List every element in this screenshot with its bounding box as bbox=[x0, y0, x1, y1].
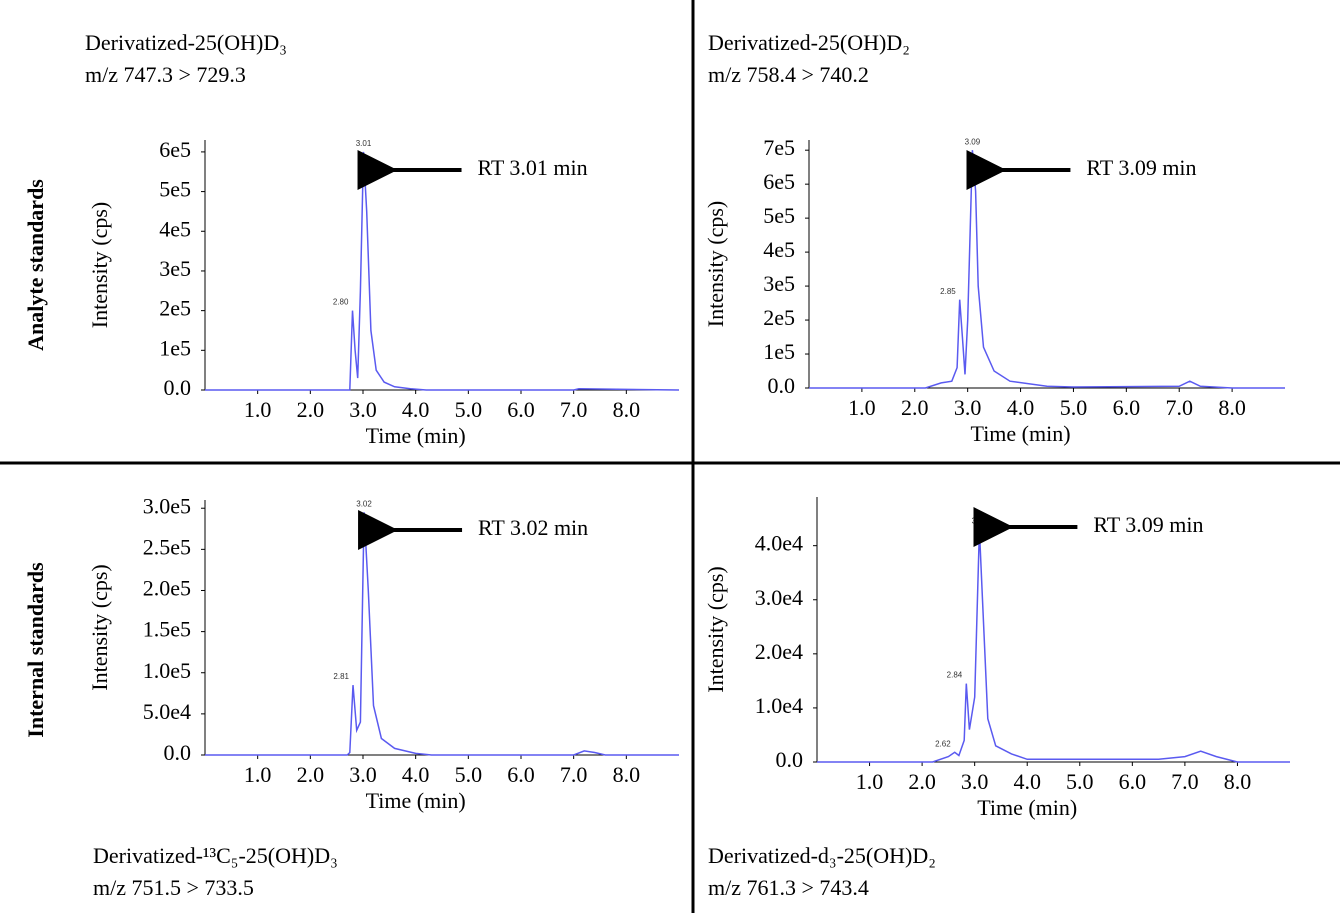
y-tick-label: 1e5 bbox=[159, 335, 191, 360]
peak-label: 2.84 bbox=[947, 671, 963, 680]
y-tick-label: 2.0e4 bbox=[755, 639, 803, 664]
x-tick-label: 7.0 bbox=[1165, 395, 1193, 420]
y-tick-label: 4.0e4 bbox=[755, 531, 803, 556]
x-tick-label: 8.0 bbox=[1224, 769, 1252, 794]
x-tick-label: 4.0 bbox=[1007, 395, 1035, 420]
y-tick-label: 2e5 bbox=[159, 296, 191, 321]
x-axis-label: Time (min) bbox=[366, 788, 466, 813]
y-tick-label: 0.0 bbox=[768, 373, 796, 398]
peak-label: 3.01 bbox=[356, 139, 372, 148]
x-tick-label: 7.0 bbox=[1171, 769, 1199, 794]
panel-title: Derivatized-25(OH)D₂ bbox=[708, 30, 910, 55]
x-tick-label: 7.0 bbox=[560, 762, 588, 787]
peak-label: 3.02 bbox=[356, 499, 372, 508]
x-tick-label: 8.0 bbox=[1218, 395, 1246, 420]
y-tick-label: 3.0e4 bbox=[755, 585, 803, 610]
panel-title: Derivatized-25(OH)D₃ bbox=[85, 30, 287, 55]
panel-title: Derivatized-¹³C₅-25(OH)D₃ bbox=[93, 843, 338, 868]
x-axis-label: Time (min) bbox=[971, 421, 1071, 446]
panel-title: Derivatized-d₃-25(OH)D₂ bbox=[708, 843, 936, 868]
peak-label: 3.09 bbox=[972, 517, 988, 526]
chromatogram-line bbox=[205, 151, 680, 391]
x-tick-label: 1.0 bbox=[856, 769, 884, 794]
y-axis-label: Intensity (cps) bbox=[703, 566, 728, 692]
y-tick-label: 3e5 bbox=[763, 271, 795, 296]
y-tick-label: 1.5e5 bbox=[143, 617, 191, 642]
x-tick-label: 6.0 bbox=[1119, 769, 1147, 794]
x-tick-label: 8.0 bbox=[613, 762, 641, 787]
y-tick-label: 1.0e5 bbox=[143, 658, 191, 683]
peak-label: 2.80 bbox=[333, 298, 349, 307]
y-axis-label: Intensity (cps) bbox=[87, 202, 112, 328]
x-tick-label: 5.0 bbox=[1060, 395, 1088, 420]
x-tick-label: 1.0 bbox=[848, 395, 876, 420]
y-tick-label: 2.5e5 bbox=[143, 534, 191, 559]
x-tick-label: 1.0 bbox=[244, 762, 272, 787]
peak-label: 2.81 bbox=[333, 672, 349, 681]
y-tick-label: 4e5 bbox=[159, 216, 191, 241]
y-tick-label: 4e5 bbox=[763, 237, 795, 262]
y-tick-label: 3.0e5 bbox=[143, 493, 191, 518]
y-tick-label: 1.0e4 bbox=[755, 693, 803, 718]
peak-label: 2.85 bbox=[940, 287, 956, 296]
panel-subtitle: m/z 761.3 > 743.4 bbox=[708, 875, 869, 900]
chromatogram-line bbox=[809, 150, 1285, 389]
chromatogram-line bbox=[205, 512, 679, 756]
x-tick-label: 3.0 bbox=[349, 762, 377, 787]
chromatogram-line bbox=[817, 529, 1290, 763]
x-tick-label: 2.0 bbox=[908, 769, 936, 794]
y-tick-label: 5.0e4 bbox=[143, 699, 191, 724]
y-tick-label: 5e5 bbox=[763, 203, 795, 228]
peak-label: 3.09 bbox=[965, 137, 981, 146]
x-tick-label: 2.0 bbox=[297, 762, 325, 787]
x-tick-label: 3.0 bbox=[954, 395, 982, 420]
x-tick-label: 8.0 bbox=[613, 397, 641, 422]
x-tick-label: 4.0 bbox=[1013, 769, 1041, 794]
x-tick-label: 5.0 bbox=[1066, 769, 1094, 794]
annotation: RT 3.02 min bbox=[478, 515, 588, 540]
x-axis-label: Time (min) bbox=[366, 423, 466, 448]
annotation: RT 3.01 min bbox=[478, 155, 588, 180]
x-axis-label: Time (min) bbox=[977, 795, 1077, 820]
row-label: Analyte standards bbox=[23, 179, 48, 351]
x-tick-label: 3.0 bbox=[349, 397, 377, 422]
x-tick-label: 1.0 bbox=[244, 397, 272, 422]
x-tick-label: 2.0 bbox=[297, 397, 325, 422]
x-tick-label: 3.0 bbox=[961, 769, 989, 794]
y-tick-label: 3e5 bbox=[159, 256, 191, 281]
y-tick-label: 2e5 bbox=[763, 305, 795, 330]
y-tick-label: 2.0e5 bbox=[143, 576, 191, 601]
x-tick-label: 7.0 bbox=[560, 397, 588, 422]
y-tick-label: 7e5 bbox=[763, 135, 795, 160]
y-tick-label: 5e5 bbox=[159, 177, 191, 202]
x-tick-label: 6.0 bbox=[1113, 395, 1141, 420]
x-tick-label: 4.0 bbox=[402, 397, 430, 422]
x-tick-label: 5.0 bbox=[455, 762, 483, 787]
y-tick-label: 6e5 bbox=[763, 169, 795, 194]
x-tick-label: 6.0 bbox=[507, 397, 535, 422]
annotation: RT 3.09 min bbox=[1093, 512, 1203, 537]
peak-label: 2.62 bbox=[935, 739, 951, 748]
x-tick-label: 6.0 bbox=[507, 762, 535, 787]
y-tick-label: 0.0 bbox=[164, 375, 192, 400]
y-axis-label: Intensity (cps) bbox=[87, 564, 112, 690]
x-tick-label: 2.0 bbox=[901, 395, 929, 420]
row-label: Internal standards bbox=[23, 562, 48, 738]
panel-subtitle: m/z 758.4 > 740.2 bbox=[708, 62, 869, 87]
y-tick-label: 6e5 bbox=[159, 137, 191, 162]
panel-subtitle: m/z 751.5 > 733.5 bbox=[93, 875, 254, 900]
annotation: RT 3.09 min bbox=[1086, 155, 1196, 180]
x-tick-label: 4.0 bbox=[402, 762, 430, 787]
y-tick-label: 0.0 bbox=[164, 740, 192, 765]
y-axis-label: Intensity (cps) bbox=[703, 201, 728, 327]
y-tick-label: 0.0 bbox=[776, 747, 804, 772]
panel-subtitle: m/z 747.3 > 729.3 bbox=[85, 62, 246, 87]
y-tick-label: 1e5 bbox=[763, 339, 795, 364]
x-tick-label: 5.0 bbox=[455, 397, 483, 422]
